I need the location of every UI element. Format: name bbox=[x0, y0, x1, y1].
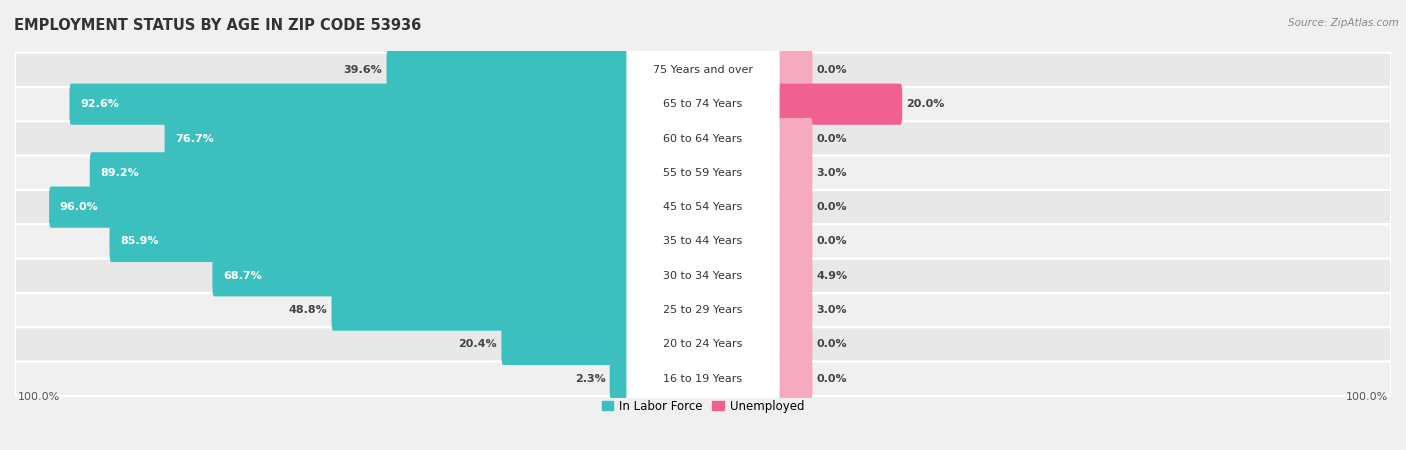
FancyBboxPatch shape bbox=[779, 221, 813, 262]
FancyBboxPatch shape bbox=[15, 362, 1391, 396]
Text: 3.0%: 3.0% bbox=[817, 305, 848, 315]
FancyBboxPatch shape bbox=[49, 187, 627, 228]
FancyBboxPatch shape bbox=[15, 327, 1391, 362]
FancyBboxPatch shape bbox=[627, 151, 779, 195]
Text: EMPLOYMENT STATUS BY AGE IN ZIP CODE 53936: EMPLOYMENT STATUS BY AGE IN ZIP CODE 539… bbox=[14, 18, 422, 33]
FancyBboxPatch shape bbox=[627, 323, 779, 366]
FancyBboxPatch shape bbox=[779, 118, 813, 159]
Text: 100.0%: 100.0% bbox=[1346, 392, 1388, 401]
FancyBboxPatch shape bbox=[627, 185, 779, 229]
Text: 20.0%: 20.0% bbox=[907, 99, 945, 109]
FancyBboxPatch shape bbox=[627, 288, 779, 332]
Text: 20 to 24 Years: 20 to 24 Years bbox=[664, 339, 742, 349]
Text: 20.4%: 20.4% bbox=[458, 339, 498, 349]
Text: 89.2%: 89.2% bbox=[101, 168, 139, 178]
Text: 100.0%: 100.0% bbox=[18, 392, 60, 401]
Text: 16 to 19 Years: 16 to 19 Years bbox=[664, 374, 742, 384]
FancyBboxPatch shape bbox=[90, 152, 627, 194]
Text: 30 to 34 Years: 30 to 34 Years bbox=[664, 271, 742, 281]
FancyBboxPatch shape bbox=[69, 84, 627, 125]
Text: 45 to 54 Years: 45 to 54 Years bbox=[664, 202, 742, 212]
FancyBboxPatch shape bbox=[779, 358, 813, 399]
FancyBboxPatch shape bbox=[627, 254, 779, 298]
FancyBboxPatch shape bbox=[15, 259, 1391, 293]
FancyBboxPatch shape bbox=[779, 187, 813, 228]
Text: 0.0%: 0.0% bbox=[817, 134, 848, 144]
FancyBboxPatch shape bbox=[15, 190, 1391, 224]
FancyBboxPatch shape bbox=[15, 224, 1391, 259]
Text: 2.3%: 2.3% bbox=[575, 374, 606, 384]
Text: 35 to 44 Years: 35 to 44 Years bbox=[664, 236, 742, 247]
Text: 48.8%: 48.8% bbox=[288, 305, 328, 315]
Text: 55 to 59 Years: 55 to 59 Years bbox=[664, 168, 742, 178]
Text: 65 to 74 Years: 65 to 74 Years bbox=[664, 99, 742, 109]
FancyBboxPatch shape bbox=[332, 289, 627, 331]
FancyBboxPatch shape bbox=[15, 122, 1391, 156]
FancyBboxPatch shape bbox=[15, 53, 1391, 87]
FancyBboxPatch shape bbox=[502, 324, 627, 365]
Text: 96.0%: 96.0% bbox=[60, 202, 98, 212]
FancyBboxPatch shape bbox=[212, 255, 627, 297]
FancyBboxPatch shape bbox=[627, 220, 779, 263]
FancyBboxPatch shape bbox=[110, 221, 627, 262]
FancyBboxPatch shape bbox=[627, 357, 779, 400]
FancyBboxPatch shape bbox=[627, 117, 779, 161]
Text: 76.7%: 76.7% bbox=[176, 134, 214, 144]
FancyBboxPatch shape bbox=[627, 82, 779, 126]
FancyBboxPatch shape bbox=[779, 255, 813, 297]
FancyBboxPatch shape bbox=[779, 50, 813, 90]
Text: 68.7%: 68.7% bbox=[224, 271, 262, 281]
Text: 0.0%: 0.0% bbox=[817, 236, 848, 247]
Text: 75 Years and over: 75 Years and over bbox=[652, 65, 754, 75]
Text: 85.9%: 85.9% bbox=[121, 236, 159, 247]
Text: 92.6%: 92.6% bbox=[80, 99, 120, 109]
FancyBboxPatch shape bbox=[627, 48, 779, 92]
Text: 0.0%: 0.0% bbox=[817, 374, 848, 384]
Text: 0.0%: 0.0% bbox=[817, 339, 848, 349]
Text: 0.0%: 0.0% bbox=[817, 65, 848, 75]
Text: 0.0%: 0.0% bbox=[817, 202, 848, 212]
Text: Source: ZipAtlas.com: Source: ZipAtlas.com bbox=[1288, 18, 1399, 28]
FancyBboxPatch shape bbox=[610, 358, 627, 399]
FancyBboxPatch shape bbox=[15, 87, 1391, 122]
Text: 4.9%: 4.9% bbox=[817, 271, 848, 281]
FancyBboxPatch shape bbox=[779, 324, 813, 365]
FancyBboxPatch shape bbox=[387, 50, 627, 90]
Text: 3.0%: 3.0% bbox=[817, 168, 848, 178]
FancyBboxPatch shape bbox=[15, 293, 1391, 327]
Text: 39.6%: 39.6% bbox=[343, 65, 382, 75]
FancyBboxPatch shape bbox=[165, 118, 627, 159]
Legend: In Labor Force, Unemployed: In Labor Force, Unemployed bbox=[602, 400, 804, 413]
FancyBboxPatch shape bbox=[779, 84, 903, 125]
Text: 25 to 29 Years: 25 to 29 Years bbox=[664, 305, 742, 315]
Text: 60 to 64 Years: 60 to 64 Years bbox=[664, 134, 742, 144]
FancyBboxPatch shape bbox=[779, 152, 813, 194]
FancyBboxPatch shape bbox=[15, 156, 1391, 190]
FancyBboxPatch shape bbox=[779, 289, 813, 331]
